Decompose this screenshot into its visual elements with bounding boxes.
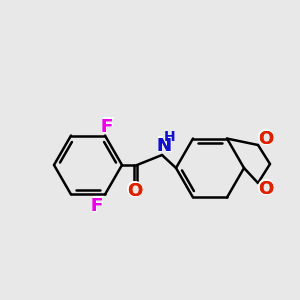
- Text: O: O: [257, 129, 275, 149]
- Text: O: O: [258, 180, 274, 198]
- Text: N: N: [157, 137, 172, 155]
- Text: O: O: [258, 130, 274, 148]
- Text: F: F: [91, 197, 103, 215]
- Text: F: F: [90, 196, 104, 216]
- Text: O: O: [258, 130, 274, 148]
- Text: F: F: [91, 197, 103, 215]
- Text: O: O: [128, 182, 142, 200]
- Text: F: F: [101, 118, 113, 136]
- Text: N: N: [155, 136, 173, 156]
- Text: N: N: [157, 137, 172, 155]
- Text: O: O: [257, 179, 275, 199]
- Text: O: O: [128, 182, 142, 200]
- Text: H: H: [164, 130, 176, 144]
- Text: F: F: [100, 117, 114, 136]
- Text: F: F: [101, 118, 113, 136]
- Text: O: O: [126, 181, 144, 201]
- Text: O: O: [258, 180, 274, 198]
